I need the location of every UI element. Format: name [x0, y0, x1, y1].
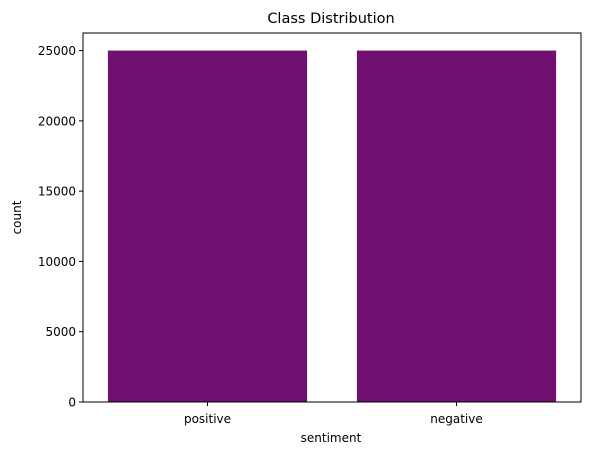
plot-frame	[82, 32, 582, 403]
y-tick-label: 20000	[38, 114, 76, 128]
x-axis: positive negative	[184, 402, 483, 426]
x-tick-label-negative: negative	[430, 412, 482, 426]
chart-title: Class Distribution	[267, 11, 394, 27]
y-tick-label: 5000	[45, 325, 76, 339]
bar-positive	[107, 50, 308, 402]
x-tick-label-positive: positive	[184, 412, 231, 426]
y-axis: 0 5000 10000 15000 20000 25000	[38, 44, 83, 410]
x-axis-label: sentiment	[301, 431, 362, 445]
y-tick-label: 0	[68, 396, 76, 410]
bars-layer	[107, 50, 557, 402]
y-tick-label: 15000	[38, 185, 76, 199]
y-tick-label: 10000	[38, 255, 76, 269]
y-axis-label: count	[10, 200, 24, 234]
y-tick-label: 25000	[38, 44, 76, 58]
bar-negative	[356, 50, 557, 402]
